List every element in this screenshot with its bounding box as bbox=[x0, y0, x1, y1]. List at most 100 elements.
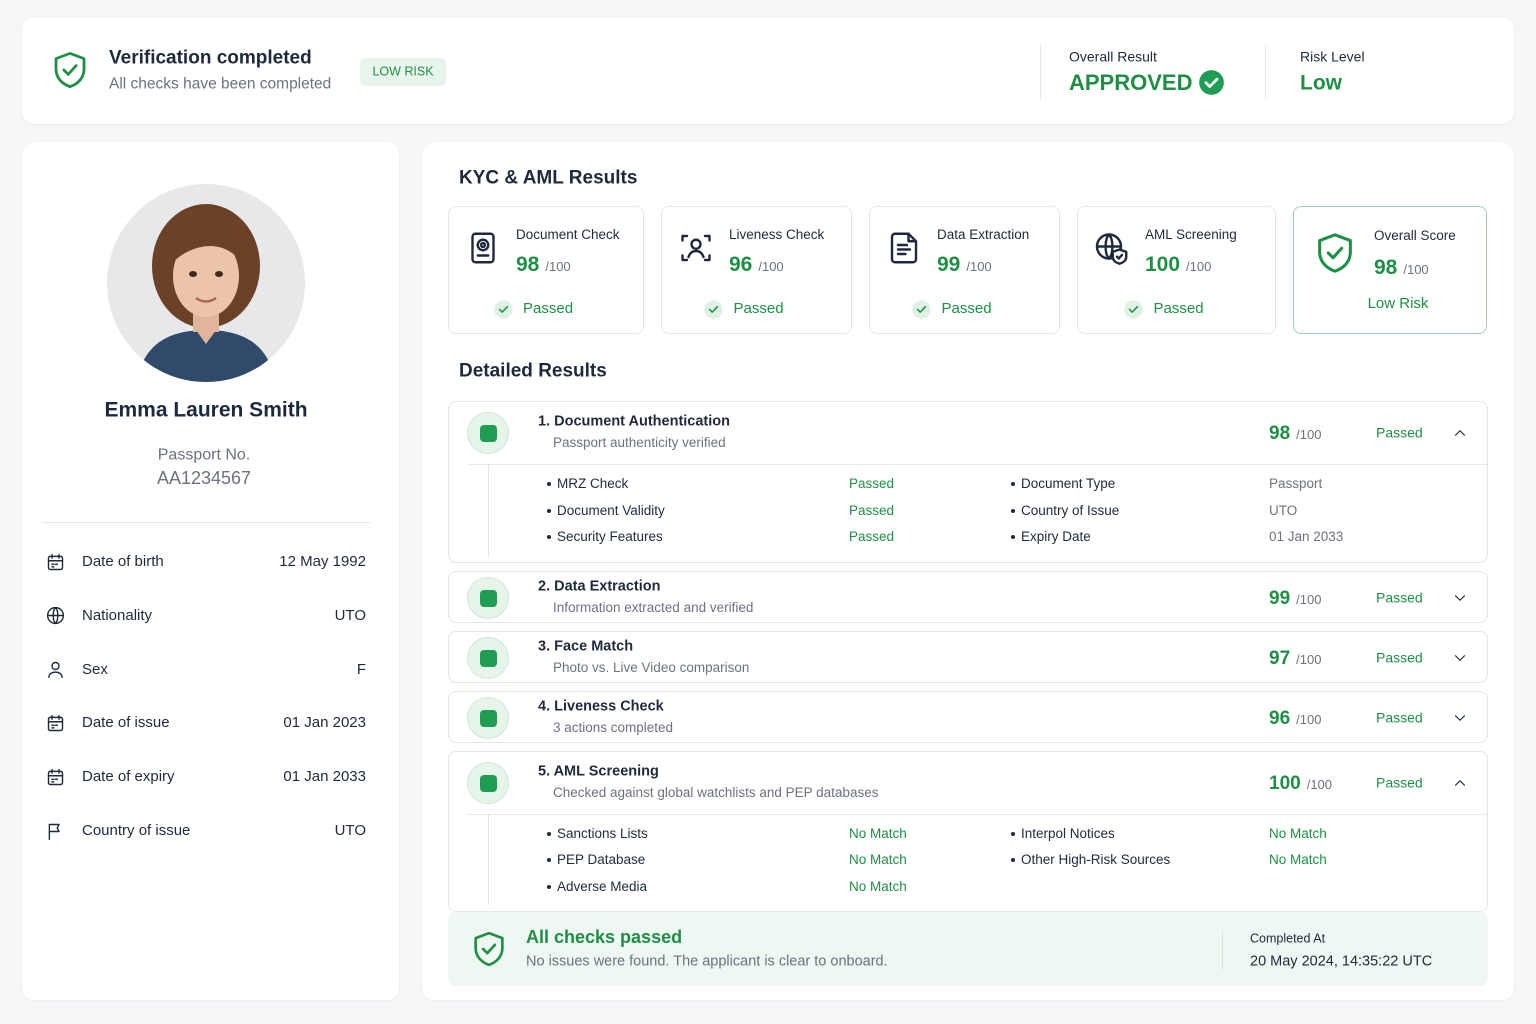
overall-score-title: Overall Score bbox=[1374, 227, 1456, 243]
bullet bbox=[547, 482, 551, 486]
detail-row-value: 01 Jan 2033 bbox=[1269, 528, 1344, 544]
overall-score: 98/100 bbox=[1374, 256, 1429, 280]
passed-icon bbox=[912, 299, 931, 319]
result-card-icon bbox=[1095, 233, 1128, 265]
risk-level: Low bbox=[1300, 71, 1342, 95]
field-value: 01 Jan 2023 bbox=[283, 714, 366, 732]
detail-row-label: Country of Issue bbox=[1021, 502, 1120, 518]
detail-icon bbox=[480, 774, 497, 792]
photo-shape bbox=[189, 271, 197, 277]
divider bbox=[1265, 45, 1266, 99]
detail-row-value: No Match bbox=[849, 851, 907, 867]
detail-row-value: Passport bbox=[1269, 475, 1323, 491]
detail-title: 1. Document Authentication bbox=[538, 413, 730, 430]
result-card-score: 96/100 bbox=[729, 253, 784, 277]
detail-icon bbox=[480, 709, 497, 727]
field-value: 12 May 1992 bbox=[279, 553, 366, 570]
detail-row-label: Sanctions Lists bbox=[557, 825, 648, 841]
bullet bbox=[547, 858, 551, 862]
results-card: KYC & AML Results Document Check 98/100 Pas… bbox=[422, 142, 1514, 1000]
field-label: Nationality bbox=[82, 606, 153, 624]
detail-row-label: Document Type bbox=[1021, 475, 1116, 491]
detail-title: 3. Face Match bbox=[538, 637, 634, 654]
result-card-icon bbox=[471, 232, 495, 264]
completed-at: 20 May 2024, 14:35:22 UTC bbox=[1250, 953, 1433, 970]
result-card-title: AML Screening bbox=[1145, 226, 1237, 242]
bullet bbox=[1011, 831, 1015, 836]
score-value: 99 bbox=[1269, 587, 1291, 609]
overall-shield-icon bbox=[1318, 233, 1352, 273]
divider bbox=[1222, 930, 1223, 970]
expand-toggle[interactable] bbox=[1451, 589, 1469, 607]
score-value: 99 bbox=[937, 253, 961, 276]
detail-status: Passed bbox=[1376, 424, 1423, 441]
field-label: Date of expiry bbox=[82, 768, 175, 786]
score-max: /100 bbox=[1296, 591, 1322, 607]
summary-banner: All checks passed No issues were found. T… bbox=[448, 912, 1488, 986]
bullet bbox=[1011, 508, 1015, 513]
detail-icon-circle bbox=[467, 636, 509, 679]
result-card-status: Passed bbox=[733, 300, 784, 317]
field-value: UTO bbox=[334, 822, 366, 839]
expand-toggle[interactable] bbox=[1451, 709, 1469, 727]
divider bbox=[1040, 45, 1041, 99]
detail-row-label: Interpol Notices bbox=[1021, 825, 1115, 841]
result-card: Data Extraction 99/100 Passed bbox=[869, 206, 1060, 334]
score-value: 96 bbox=[1269, 707, 1291, 729]
expand-toggle[interactable] bbox=[1451, 424, 1469, 442]
score-value: 100 bbox=[1269, 772, 1301, 794]
overall-result: APPROVED bbox=[1069, 69, 1193, 95]
detail-score: 98/100 bbox=[1269, 423, 1321, 445]
detail-row-label: Expiry Date bbox=[1021, 528, 1091, 544]
divider bbox=[488, 464, 489, 556]
score-max: /100 bbox=[1186, 259, 1212, 274]
detail-row-value: No Match bbox=[1269, 851, 1327, 867]
result-card-status: Passed bbox=[941, 300, 992, 317]
detail-row-value: Passed bbox=[849, 475, 895, 491]
detail-score: 99/100 bbox=[1269, 588, 1321, 610]
score-max: /100 bbox=[1403, 262, 1429, 277]
result-card-status: Passed bbox=[523, 300, 574, 317]
risk-badge-text: LOW RISK bbox=[372, 64, 434, 79]
score-value: 98 bbox=[1269, 423, 1291, 444]
detail-item: 4. Liveness Check 3 actions completed 96/1… bbox=[448, 690, 1488, 743]
profile-photo bbox=[107, 184, 305, 382]
summary-text: No issues were found. The applicant is c… bbox=[526, 953, 888, 970]
header-card: Verification completed All checks have be… bbox=[22, 18, 1514, 124]
field-value: F bbox=[356, 660, 366, 678]
field-icon bbox=[47, 553, 63, 570]
photo-shape bbox=[215, 271, 223, 277]
result-card-status: Passed bbox=[1153, 300, 1204, 317]
expand-toggle[interactable] bbox=[1451, 649, 1469, 667]
detail-status: Passed bbox=[1376, 774, 1423, 791]
score-value: 98 bbox=[1374, 256, 1398, 279]
detail-status: Passed bbox=[1376, 709, 1423, 726]
bullet bbox=[547, 535, 551, 539]
bullet bbox=[547, 508, 551, 513]
detail-subtitle: 3 actions completed bbox=[553, 719, 674, 735]
field-icon bbox=[48, 823, 60, 840]
field-label: Date of birth bbox=[82, 553, 164, 570]
overall-score-card: Overall Score 98/100 Low Risk bbox=[1293, 206, 1487, 334]
header-shield-icon bbox=[54, 51, 86, 89]
detail-icon-circle bbox=[467, 576, 509, 619]
field-icon bbox=[47, 768, 63, 785]
summary-title: All checks passed bbox=[526, 927, 683, 948]
score-max: /100 bbox=[1306, 776, 1333, 792]
field-icon bbox=[47, 661, 63, 679]
field-icon bbox=[46, 607, 64, 625]
expand-toggle[interactable] bbox=[1451, 774, 1469, 792]
detail-status: Passed bbox=[1376, 649, 1423, 666]
result-card-title: Liveness Check bbox=[729, 226, 825, 242]
result-card-icon bbox=[681, 234, 711, 262]
detail-title: 5. AML Screening bbox=[538, 762, 659, 779]
detail-item: 5. AML Screening Checked against global w… bbox=[448, 750, 1488, 912]
overall-result-label: Overall Result bbox=[1069, 48, 1157, 65]
header-title: Verification completed bbox=[109, 47, 312, 69]
detail-title: 4. Liveness Check bbox=[538, 697, 664, 714]
bullet bbox=[1011, 482, 1015, 486]
score-max: /100 bbox=[1296, 427, 1322, 442]
result-card-title: Data Extraction bbox=[937, 226, 1030, 242]
detail-row-value: Passed bbox=[849, 502, 895, 518]
photo-shape bbox=[171, 225, 243, 264]
